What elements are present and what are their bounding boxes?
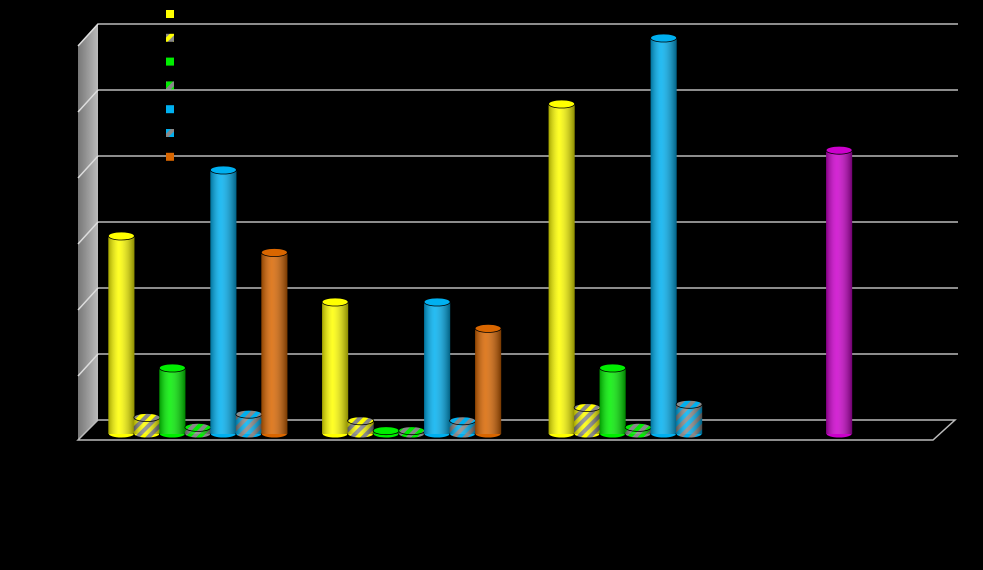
- bar-top: [209, 165, 237, 175]
- legend-swatch: [166, 10, 174, 18]
- bar-top: [235, 409, 263, 419]
- bar-shade: [210, 170, 237, 434]
- legend-swatch: [166, 105, 174, 114]
- legend-swatch: [166, 81, 174, 90]
- bar-top: [449, 416, 477, 426]
- bar-shade: [235, 414, 262, 434]
- bar-top: [423, 297, 451, 307]
- bar-top: [398, 426, 426, 436]
- bar-top: [573, 403, 601, 413]
- bar-top: [548, 99, 576, 109]
- bar-top: [650, 33, 678, 43]
- grid-line-side: [77, 155, 99, 179]
- bar-top: [260, 248, 288, 257]
- bar-top: [158, 363, 186, 373]
- legend-swatch: [166, 129, 174, 137]
- bar-shade: [261, 252, 288, 434]
- floor: [76, 419, 957, 441]
- bar-top: [624, 422, 652, 432]
- bar-shade: [133, 417, 160, 434]
- grid-line-side: [77, 353, 99, 377]
- grid-line-side: [77, 287, 99, 311]
- legend-swatch: [166, 152, 174, 161]
- bar-top: [675, 399, 703, 409]
- bar-shade: [424, 302, 451, 434]
- bar-top: [107, 231, 135, 241]
- bar-top: [347, 416, 375, 426]
- bar-shade: [599, 368, 626, 434]
- grid-line-side: [77, 89, 99, 113]
- bar-top: [133, 413, 161, 422]
- bar-top: [321, 297, 349, 307]
- bar-top: [372, 426, 400, 436]
- bar-shade: [650, 38, 677, 434]
- grid-line-side: [77, 23, 99, 47]
- bar-shade: [676, 404, 703, 434]
- bar-shade: [108, 236, 135, 434]
- bar-shade: [826, 150, 853, 434]
- bar-shade: [548, 104, 575, 434]
- bar-shade: [475, 328, 502, 434]
- bar-top: [184, 422, 212, 432]
- bar-top: [599, 363, 627, 373]
- legend-swatch: [166, 57, 174, 66]
- bar-top: [474, 323, 502, 333]
- bar-shade: [322, 302, 349, 434]
- bar-top: [825, 145, 853, 155]
- side-wall: [78, 23, 98, 440]
- legend-swatch: [166, 33, 174, 42]
- grid-line-side: [77, 221, 99, 245]
- bar-shade: [159, 368, 186, 434]
